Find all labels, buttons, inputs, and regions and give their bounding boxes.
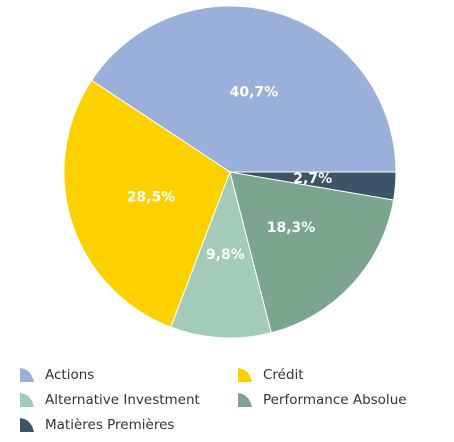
pie-slice [170,170,272,339]
legend-label: Alternative Investment [45,392,200,408]
data-label: 2,7% [293,171,332,187]
legend-label: Performance Absolue [263,392,407,408]
data-label: 9,8% [206,247,245,263]
data-label: 40,7% [230,85,279,101]
legend-marker [20,418,34,432]
legend-marker [20,393,34,407]
legend-label: Matières Premières [45,417,174,433]
legend-marker [238,393,252,407]
pie-slice [63,79,231,328]
legend-label: Actions [45,367,94,383]
pie-slice [229,171,397,201]
data-label: 18,3% [267,220,316,236]
legend-marker [238,368,252,382]
legend-marker [20,368,34,382]
legend-label: Crédit [263,367,304,383]
pie-slice [229,171,395,334]
data-label: 28,5% [127,189,176,205]
